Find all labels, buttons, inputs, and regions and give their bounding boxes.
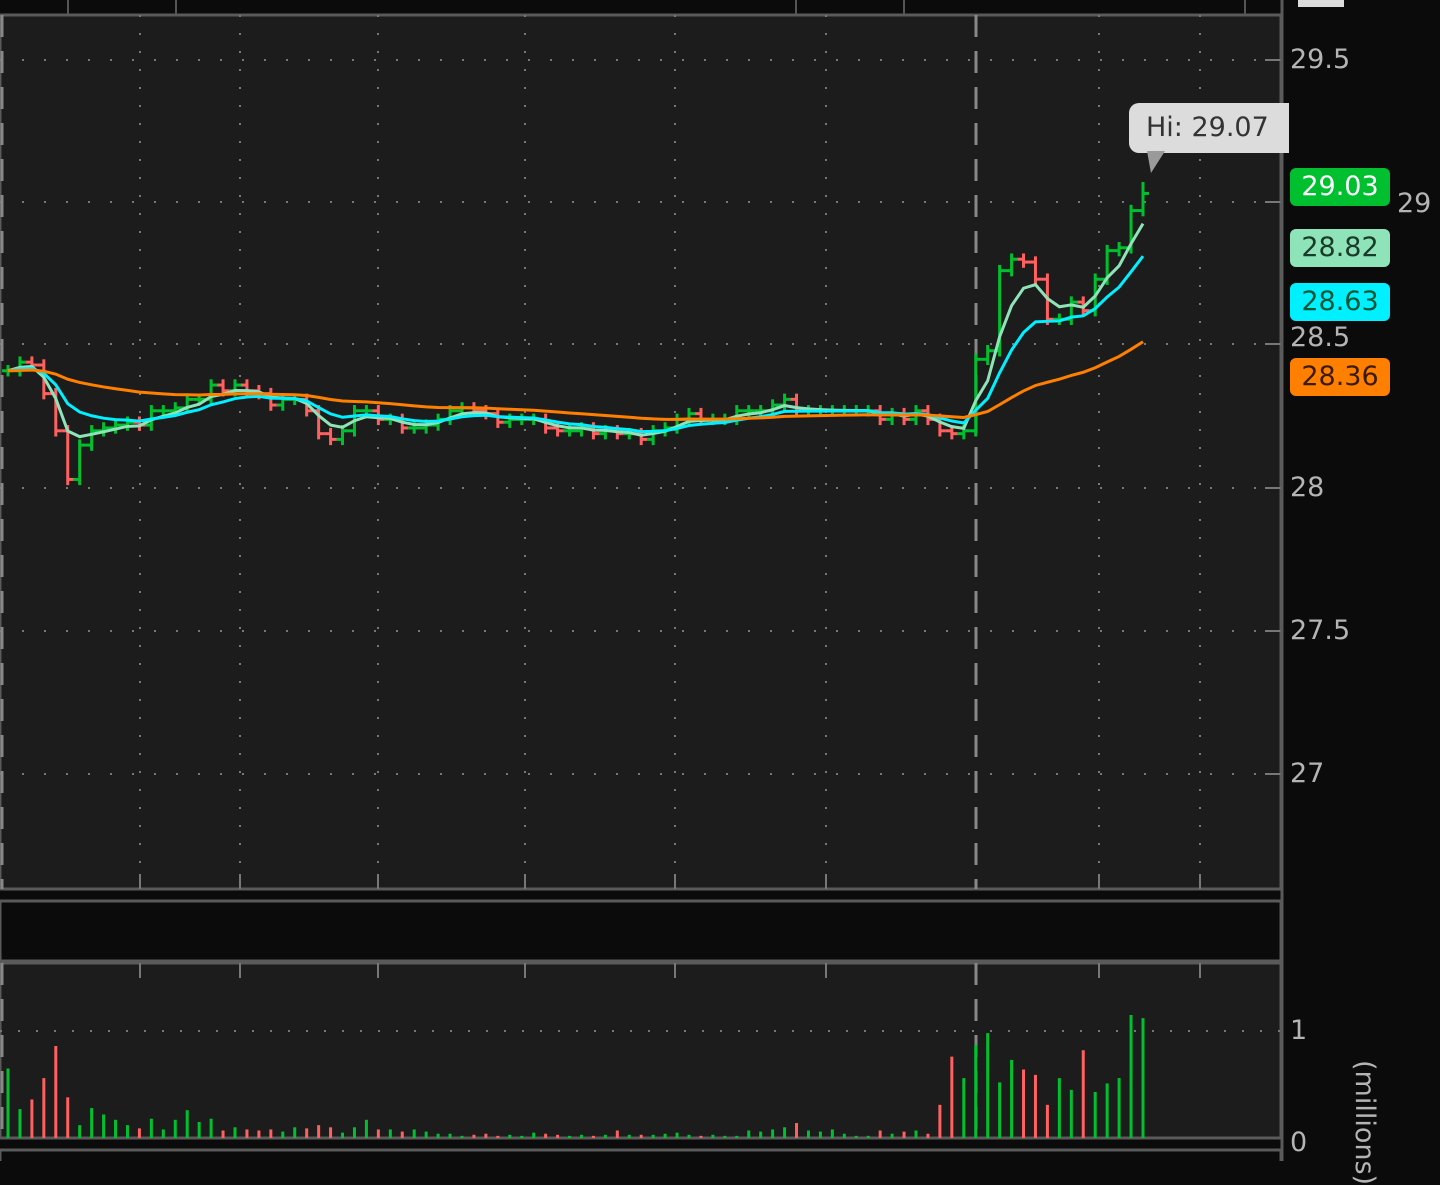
study-2-value-tag: 28.63: [1290, 283, 1390, 321]
moving-average-line-2: [7, 255, 1145, 434]
study-1-value-tag: 28.82: [1290, 229, 1390, 267]
price-tick-28: 28: [1290, 472, 1325, 503]
volume-tick-1: 1: [1290, 1015, 1308, 1046]
moving-average-line-3: [7, 340, 1144, 421]
volume-pane: [0, 961, 1283, 1140]
empty-pane: [0, 899, 1283, 963]
price-tick-29.5: 29.5: [1290, 44, 1351, 75]
price-tick-29: 29: [1397, 188, 1432, 219]
price-pane: [0, 13, 1283, 891]
high-tooltip: Hi: 29.07: [1129, 103, 1289, 173]
price-tick-28.5: 28.5: [1290, 322, 1351, 353]
price-tick-27: 27: [1290, 758, 1325, 789]
bottom-pane: [0, 1148, 1283, 1161]
price-volume-chart[interactable]: [0, 0, 1440, 1161]
study-3-value-tag: 28.36: [1290, 358, 1390, 396]
volume-tick-0: 0: [1290, 1127, 1308, 1158]
last-price-tag: 29.03: [1290, 168, 1390, 206]
moving-average-line-1: [7, 222, 1145, 439]
price-tick-27.5: 27.5: [1290, 615, 1351, 646]
scroll-handle[interactable]: [1298, 0, 1344, 7]
volume-unit-label: (millions): [1349, 1060, 1380, 1185]
